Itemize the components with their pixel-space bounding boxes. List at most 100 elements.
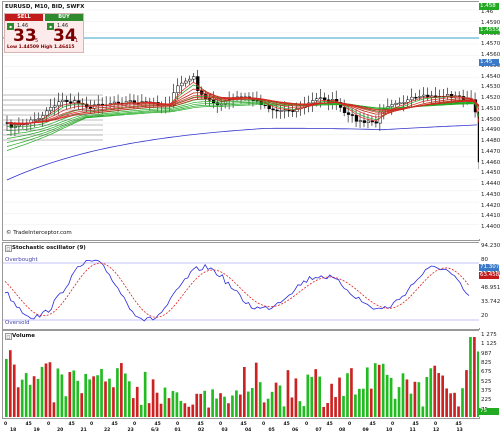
price-axis-tick-label: 1.45300 [481,84,500,91]
volume-bar [417,382,421,417]
volume-bar [215,398,218,417]
volume-bar [262,402,266,417]
time-axis-hour-label: 08 [339,428,346,433]
volume-bar [32,376,36,417]
panel-settings-icon[interactable]: □ [5,245,12,252]
volume-bar [342,395,345,417]
candle [394,102,398,105]
candle [53,105,57,108]
stochastic-panel[interactable]: Stochastic oscillator (9) □ Overbought O… [2,242,480,330]
candle [342,107,347,113]
candle [69,101,73,104]
candle [283,109,287,112]
time-axis-minute-label: 0 [133,422,137,427]
volume-bar [72,370,76,417]
time-axis-hour-label: 13 [456,428,463,433]
volume-bar [171,391,175,417]
volume-bar [362,388,365,417]
candle [362,120,367,123]
price-axis-tick-label: 1.44300 [481,191,500,198]
volume-canvas[interactable] [3,331,479,418]
candle [275,109,279,112]
volume-bar [369,388,373,417]
volume-bar [207,407,210,417]
volume-bar [314,369,318,417]
volume-bar [326,402,329,417]
time-axis-minute-label: 45 [25,422,32,427]
price-chart-canvas[interactable] [3,2,479,240]
price-axis-tick-label: 1.44000 [481,224,500,231]
volume-bar [473,337,476,417]
time-axis-hour-label: 03 [221,428,228,433]
volume-bar [143,371,147,417]
sell-price[interactable]: 33 [13,26,37,46]
volume-bar [52,402,56,417]
volume-bar [211,389,214,417]
price-tag-current: 1.45_ [479,59,499,66]
sell-toggle-icon[interactable]: ▪ [7,23,14,30]
price-axis-tick-label: 1.45200 [481,95,500,102]
time-axis-hour-label: 10 [386,428,393,433]
time-axis-hour-label: 02 [198,428,205,433]
moving-average-long-line [6,124,478,181]
volume-bar [108,378,111,417]
volume-axis-tick-label: 1 125 [481,341,497,348]
volume-bar [322,406,325,417]
candle [184,80,188,84]
candle [49,106,53,112]
volume-panel[interactable]: Volume □ [2,330,480,419]
volume-bar [100,368,103,417]
volume-bar [8,350,12,417]
volume-bar [147,403,151,417]
time-axis-minute-label: 0 [434,422,438,427]
volume-bar [203,390,206,417]
moving-average-line [6,98,479,124]
buy-button[interactable]: BUY [45,14,83,21]
sell-price-prefix: 1.46 [17,23,29,29]
moving-average-line [6,88,479,125]
candle [315,98,319,101]
volume-bar [44,363,48,417]
volume-bar [40,366,44,417]
candle [370,120,374,123]
stochastic-canvas[interactable] [3,243,479,329]
volume-bar [421,406,425,417]
time-axis-minute-label: 45 [283,422,290,427]
volume-axis-tick-label: 825 [481,360,492,366]
volume-bar [88,379,91,417]
candle [61,99,65,103]
time-axis[interactable]: 0 45 0 45 0 45 0 45 0 45 0 45 0 45 0 45 0 45 0 45 0 45 18 19 20 2… [0,418,480,435]
buy-toggle-icon[interactable]: ▪ [47,23,54,30]
volume-bar [354,394,357,417]
volume-settings-icon[interactable]: □ [5,333,12,340]
candle [390,104,394,107]
time-axis-minute-label: 45 [154,422,161,427]
buy-price[interactable]: 34 [53,26,77,46]
sell-button[interactable]: SELL [5,14,43,21]
time-axis-hour-label: 09 [362,428,369,433]
volume-bar [254,362,258,417]
volume-bar [310,376,314,417]
stochastic-d-line [4,262,470,318]
candle [398,102,402,105]
candle [57,101,61,107]
price-axis[interactable]: 1.461.459001.458001.457001.456001.455001… [479,1,500,239]
price-axis-tick-label: 1.45600 [481,52,500,59]
price-axis-tick-label: 1.44200 [481,202,500,209]
stochastic-title: Stochastic oscillator (9) [12,245,86,251]
volume-bar [175,392,179,417]
volume-bar [298,401,302,417]
volume-bar [235,390,238,417]
price-tag-mid: 1.4555 [479,27,500,34]
volume-bar [306,374,310,417]
stochastic-tag-d: 63.458 [479,272,500,279]
volume-bar [80,393,84,417]
candle [406,99,410,103]
volume-bar [346,373,349,417]
time-axis-minute-label: 0 [391,422,395,427]
price-chart-panel[interactable]: EURUSD, M10, BID, SWFX © TradeIntercepto… [2,1,480,241]
volume-bar [48,362,52,417]
candle [279,110,283,112]
